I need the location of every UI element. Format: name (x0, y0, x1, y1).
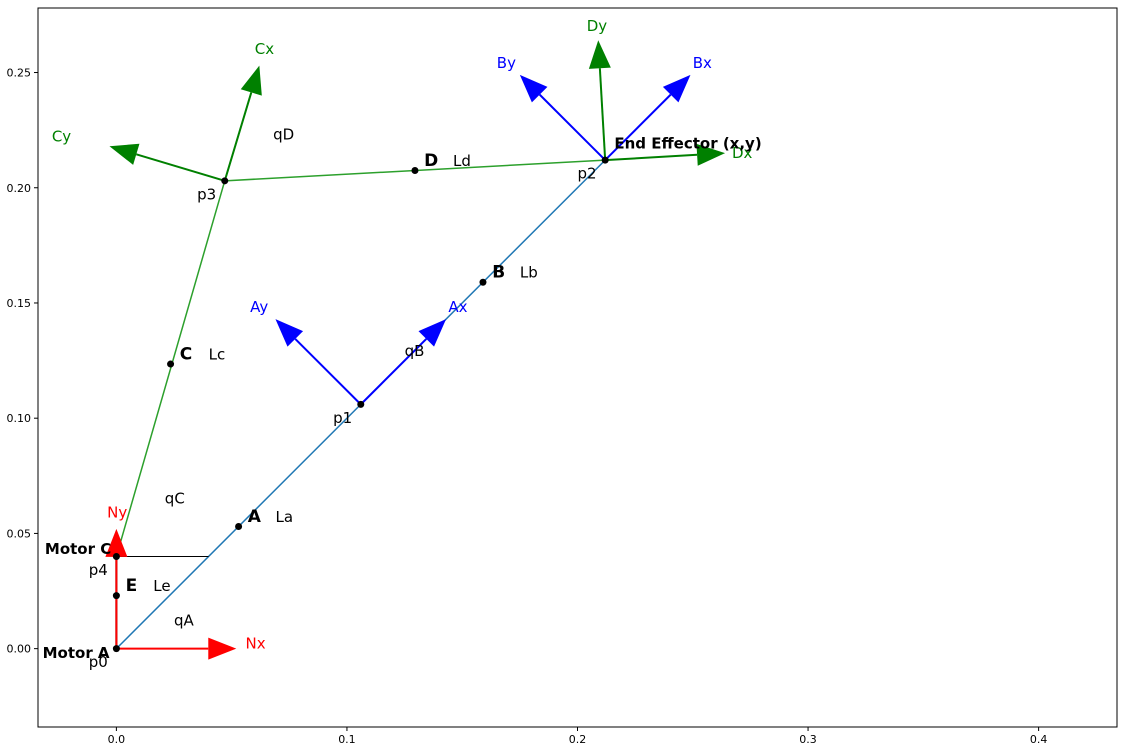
y-tick-label: 0.05 (7, 527, 32, 540)
x-tick-label: 0.0 (108, 733, 126, 746)
link-c (115, 180, 226, 557)
label-end-effector-x-y: End Effector (x,y) (614, 135, 761, 153)
y-axis-ticks: 0.00 0.05 0.10 0.15 0.20 0.25 (7, 67, 38, 656)
y-tick-label: 0.00 (7, 643, 32, 656)
point-p0 (112, 645, 120, 653)
y-tick-label: 0.25 (7, 67, 32, 80)
arrow-ax-label: Ax (448, 298, 467, 316)
arrow-ny-head (105, 528, 128, 557)
arrow-by-label: By (497, 54, 516, 72)
point-p3 (221, 177, 229, 185)
label-ld: Ld (453, 152, 471, 170)
label-p2: p2 (578, 165, 597, 183)
label-lc: Lc (209, 345, 226, 363)
x-tick-label: 0.3 (799, 733, 817, 746)
point-A (235, 523, 243, 531)
arrow-ax-head (418, 319, 447, 347)
point-B (479, 278, 487, 286)
y-tick-label: 0.20 (7, 182, 32, 195)
arrow-cy-head (109, 143, 140, 165)
arrow-ax-shaft (360, 338, 427, 406)
label-p0: p0 (89, 653, 108, 671)
frame-arrows: Nx Ny Ax Ay Bx By Cx Cy Dx Dy (52, 17, 753, 660)
label-la: La (275, 508, 293, 526)
arrow-cx-label: Cx (255, 40, 274, 58)
arrow-ay-label: Ay (250, 298, 268, 316)
joint-points (112, 156, 609, 653)
arrow-dx-head (696, 143, 726, 166)
x-tick-label: 0.2 (569, 733, 587, 746)
arrow-bx-shaft (604, 93, 672, 161)
label-qc: qC (165, 489, 185, 507)
label-a: A (248, 507, 262, 527)
point-D (411, 166, 419, 174)
point-p4 (112, 552, 120, 560)
label-qb: qB (405, 342, 425, 360)
arrow-bx-head (662, 74, 691, 103)
label-b: B (492, 263, 505, 283)
arrow-cy-shaft (136, 153, 226, 182)
arrow-dy-label: Dy (587, 17, 608, 35)
arrow-cy-label: Cy (52, 128, 71, 146)
arrow-bx-label: Bx (693, 54, 712, 72)
arrow-dy-shaft (598, 68, 607, 161)
arrow-by-head (519, 74, 548, 103)
arrow-ay-shaft (294, 338, 362, 406)
arrow-cx-shaft (223, 92, 253, 182)
arrow-dx-label: Dx (732, 144, 753, 162)
x-tick-label: 0.1 (338, 733, 356, 746)
arrow-cx-head (240, 65, 262, 96)
x-axis-ticks: 0.0 0.1 0.2 0.3 0.4 (108, 727, 1048, 746)
x-tick-label: 0.4 (1030, 733, 1048, 746)
label-p4: p4 (89, 561, 108, 579)
arrow-dy-head (588, 40, 611, 69)
label-le: Le (153, 577, 170, 595)
arrow-nx-label: Nx (246, 635, 266, 653)
point-C (167, 360, 175, 368)
label-p3: p3 (197, 185, 216, 203)
label-qa: qA (174, 612, 195, 630)
label-c: C (180, 344, 192, 364)
label-motor-a: Motor A (43, 644, 110, 662)
point-p1 (357, 400, 365, 408)
arrow-nx-head (208, 637, 237, 660)
y-tick-label: 0.15 (7, 297, 32, 310)
point-p2 (601, 156, 609, 164)
label-e: E (126, 576, 138, 596)
label-d: D (424, 151, 438, 171)
arrow-by-shaft (538, 93, 606, 161)
label-motor-c: Motor C (45, 540, 111, 558)
arrow-ny-label: Ny (107, 503, 127, 521)
arrow-ay-head (275, 319, 304, 347)
y-tick-label: 0.10 (7, 412, 32, 425)
label-qd: qD (273, 125, 294, 143)
label-lb: Lb (520, 264, 538, 282)
arrow-dx-shaft (605, 153, 698, 162)
label-p1: p1 (333, 409, 352, 427)
point-E (112, 592, 120, 600)
